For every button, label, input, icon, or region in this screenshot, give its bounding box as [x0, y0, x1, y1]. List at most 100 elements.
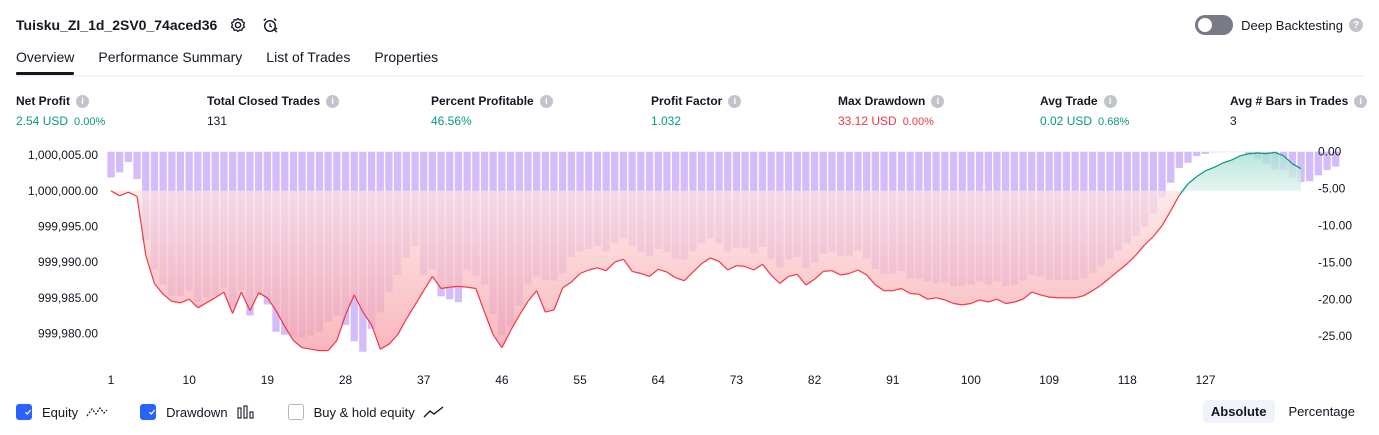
metric-label: Percent Profitable i: [431, 94, 553, 108]
x-axis-tick: 1: [108, 373, 115, 387]
equity-line-segment: [353, 294, 364, 313]
left-axis-tick: 999,985.00: [38, 291, 98, 305]
help-icon[interactable]: ?: [1349, 18, 1363, 32]
x-axis-tick: 127: [1195, 373, 1215, 387]
equity-line-segment: [1109, 270, 1119, 279]
drawdown-bar: [1175, 151, 1183, 168]
equity-line-segment: [188, 298, 199, 309]
equity-line-segment: [380, 343, 390, 350]
left-axis-tick: 999,980.00: [38, 327, 98, 341]
equity-line-segment: [266, 297, 277, 311]
drawdown-bar: [124, 151, 132, 162]
right-axis-tick: 0.00: [1318, 145, 1342, 159]
equity-line-segment: [545, 309, 555, 313]
report-tabs: Overview Performance Summary List of Tra…: [16, 44, 1363, 77]
equity-line-segment: [1178, 183, 1189, 196]
tab-list-of-trades[interactable]: List of Trades: [266, 49, 351, 65]
legend-equity[interactable]: Equity: [16, 404, 108, 420]
equity-line-segment: [788, 273, 798, 277]
equity-checkbox[interactable]: [16, 404, 32, 420]
tab-overview[interactable]: Overview: [16, 44, 75, 75]
equity-line-segment: [136, 196, 147, 256]
metric-percent-profitable: Percent Profitable i 46.56%: [431, 94, 553, 128]
metric-avg-trade: Avg Trade i 0.02 USD 0.68%: [1040, 94, 1129, 128]
equity-line-segment: [467, 286, 476, 290]
drawdown-bar: [1236, 151, 1244, 153]
tab-properties[interactable]: Properties: [374, 49, 439, 65]
legend-drawdown[interactable]: Drawdown: [140, 404, 255, 420]
metric-label: Max Drawdown i: [838, 94, 945, 108]
x-axis-tick: 64: [652, 373, 666, 387]
x-axis-tick: 55: [573, 373, 587, 387]
equity-label: Equity: [42, 404, 79, 420]
help-icon[interactable]: i: [728, 94, 742, 108]
equity-line-segment: [1170, 194, 1180, 212]
alarm-clock-icon[interactable]: [259, 14, 281, 36]
x-axis-tick: 19: [261, 373, 275, 387]
equity-line-segment: [979, 299, 989, 303]
equity-line-segment: [293, 340, 303, 349]
equity-line-segment: [875, 284, 885, 292]
x-axis-tick: 37: [417, 373, 431, 387]
help-icon[interactable]: i: [1103, 94, 1117, 108]
drawdown-bar: [1227, 151, 1236, 153]
drawdown-bar: [1149, 151, 1157, 214]
equity-line-segment: [597, 267, 607, 272]
legend-buy-hold[interactable]: Buy & hold equity: [287, 404, 445, 420]
bars-icon: [237, 405, 254, 419]
drawdown-label: Drawdown: [166, 404, 228, 420]
equity-line-segment: [553, 287, 564, 311]
help-icon[interactable]: i: [1354, 94, 1368, 108]
help-icon[interactable]: i: [76, 94, 89, 108]
drawdown-bar: [1306, 151, 1314, 182]
equity-line-segment: [483, 311, 494, 336]
equity-line-segment: [1014, 298, 1024, 303]
equity-line-segment: [223, 291, 234, 314]
right-axis-tick: -10.00: [1318, 219, 1352, 233]
equity-line-segment: [180, 298, 190, 304]
equity-line-segment: [128, 191, 138, 198]
equity-line-segment: [232, 291, 242, 314]
equity-line-segment: [371, 324, 381, 350]
x-axis-tick: 100: [961, 373, 981, 387]
equity-line-segment: [153, 283, 164, 295]
equity-line-segment: [840, 272, 850, 276]
equity-line-segment: [666, 271, 676, 279]
equity-line-segment: [805, 278, 815, 286]
equity-line-segment: [1240, 153, 1250, 157]
chart-legend: Equity Drawdown Buy & hold equity Absolu…: [16, 400, 1363, 424]
help-icon[interactable]: i: [539, 94, 553, 108]
buy-hold-checkbox[interactable]: [287, 404, 304, 420]
absolute-button[interactable]: Absolute: [1202, 400, 1275, 423]
equity-line-segment: [892, 287, 902, 292]
x-axis-tick: 28: [339, 373, 353, 387]
drawdown-bar: [107, 151, 115, 178]
metric-label: Avg Trade i: [1040, 94, 1129, 108]
deep-backtesting-toggle[interactable]: [1195, 15, 1234, 35]
drawdown-checkbox[interactable]: [140, 404, 157, 420]
drawdown-bar: [133, 151, 141, 179]
metric-avg-bars-in-trades: Avg # Bars in Trades i 3: [1230, 94, 1368, 128]
equity-line-segment: [753, 263, 763, 271]
drawdown-bar: [1141, 151, 1149, 227]
tab-performance-summary[interactable]: Performance Summary: [98, 49, 243, 65]
help-icon[interactable]: i: [931, 94, 945, 108]
drawdown-bar: [1201, 151, 1210, 154]
equity-line-segment: [197, 302, 207, 309]
equity-line-segment: [927, 297, 937, 300]
metric-value: 33.12 USD 0.00%: [838, 114, 934, 128]
metric-total-closed-trades: Total Closed Trades i 131: [207, 94, 340, 128]
equity-line-segment: [823, 270, 832, 272]
help-icon[interactable]: i: [326, 94, 340, 108]
equity-line-segment: [570, 273, 581, 283]
equity-line-segment: [744, 265, 755, 271]
equity-line-segment: [162, 293, 173, 302]
equity-line-segment: [458, 285, 468, 288]
equity-line-segment: [736, 265, 746, 267]
settings-icon[interactable]: [227, 14, 249, 36]
equity-line-segment: [953, 302, 963, 306]
percentage-button[interactable]: Percentage: [1288, 404, 1356, 419]
equity-line-segment: [1022, 291, 1033, 300]
equity-line-segment: [536, 290, 546, 313]
equity-gain-area: [111, 152, 1301, 191]
